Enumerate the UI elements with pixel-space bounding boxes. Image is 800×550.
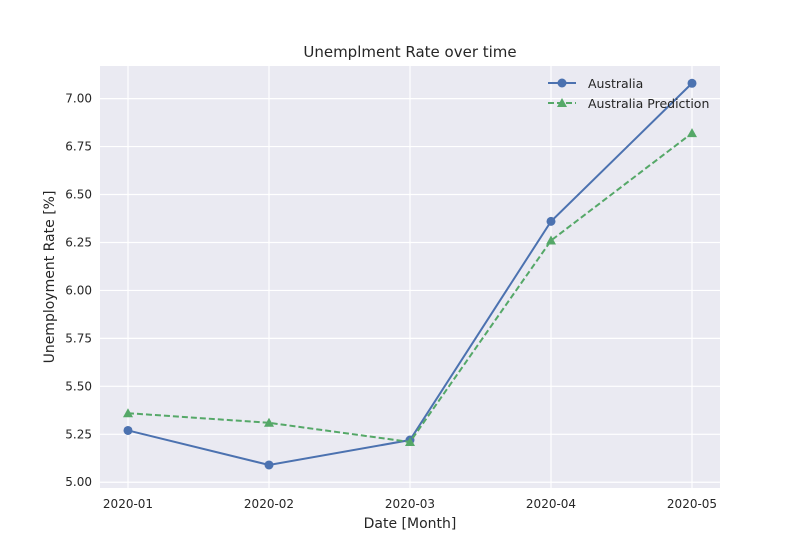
data-point-australia-prediction [687, 128, 697, 138]
y-axis-label: Unemployment Rate [%] [42, 191, 58, 364]
data-point-australia-prediction [546, 235, 556, 245]
y-tick-label: 6.75 [65, 140, 92, 154]
chart-title: Unemplment Rate over time [303, 43, 516, 61]
y-tick-label: 6.25 [65, 235, 92, 249]
data-point-australia-prediction [405, 436, 415, 446]
y-tick-label: 5.50 [65, 379, 92, 393]
data-point-australia-prediction [123, 408, 133, 418]
legend-marker-australia [557, 78, 567, 88]
series-australia-prediction [123, 128, 697, 446]
data-point-australia [123, 425, 133, 435]
data-point-australia [264, 460, 274, 470]
y-tick-label: 5.00 [65, 475, 92, 489]
data-point-australia-prediction [264, 417, 274, 427]
series-layer [123, 78, 697, 470]
legend: Australia Australia Prediction [548, 76, 709, 111]
x-tick-label: 2020-01 [103, 497, 153, 511]
y-tick-label: 5.75 [65, 331, 92, 345]
y-tick-label: 6.50 [65, 188, 92, 202]
legend-label-australia-prediction: Australia Prediction [588, 96, 709, 111]
x-tick-label: 2020-03 [385, 497, 435, 511]
y-tick-label: 7.00 [65, 92, 92, 106]
gridlines [100, 66, 720, 488]
x-tick-labels: 2020-01 2020-02 2020-03 2020-04 2020-05 [103, 497, 717, 511]
legend-label-australia: Australia [588, 76, 643, 91]
x-tick-label: 2020-05 [667, 497, 717, 511]
y-tick-labels: 5.00 5.25 5.50 5.75 6.00 6.25 6.50 6.75 7.00 [65, 92, 92, 490]
x-tick-label: 2020-04 [526, 497, 576, 511]
legend-marker-australia-prediction [557, 98, 567, 107]
data-point-australia [546, 216, 556, 226]
x-tick-label: 2020-02 [244, 497, 294, 511]
y-tick-label: 6.00 [65, 283, 92, 297]
x-axis-label: Date [Month] [364, 516, 457, 532]
y-tick-label: 5.25 [65, 427, 92, 441]
data-point-australia [687, 78, 697, 88]
